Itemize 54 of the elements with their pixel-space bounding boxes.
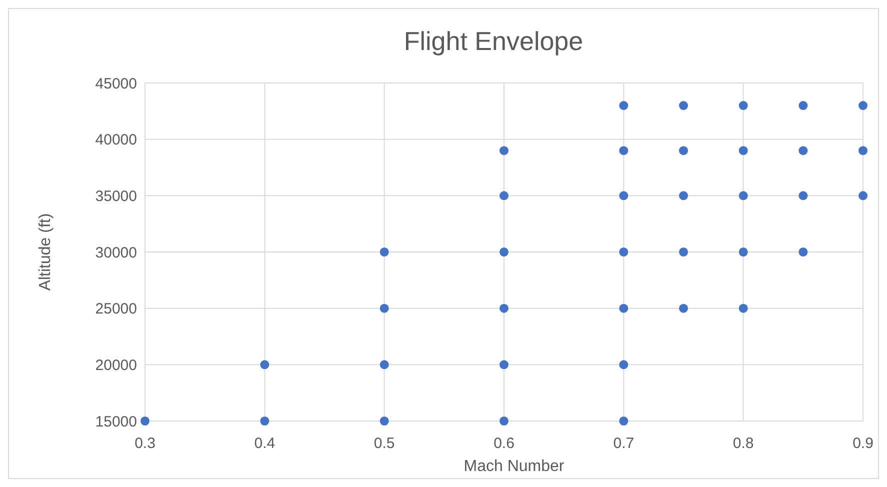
- chart-title: Flight Envelope: [404, 26, 584, 56]
- x-tick-label: 0.3: [134, 435, 156, 452]
- y-axis-title: Altitude (ft): [37, 213, 54, 291]
- point: [858, 101, 868, 110]
- x-tick-label: 0.5: [374, 435, 395, 452]
- point: [619, 101, 628, 110]
- point: [678, 101, 688, 110]
- point: [140, 416, 150, 426]
- point: [499, 191, 509, 200]
- point: [619, 191, 628, 200]
- point: [678, 191, 688, 200]
- point: [738, 146, 748, 156]
- point: [499, 146, 509, 156]
- y-tick-label: 15000: [95, 413, 137, 430]
- point: [678, 304, 688, 313]
- point: [619, 416, 628, 426]
- point: [499, 360, 509, 370]
- point: [798, 247, 808, 257]
- point: [380, 416, 389, 426]
- x-tick-label: 0.9: [852, 435, 874, 452]
- point: [619, 146, 628, 156]
- y-tick-label: 35000: [95, 188, 137, 205]
- y-tick-label: 45000: [95, 75, 137, 92]
- x-axis-title: Mach Number: [464, 458, 565, 475]
- point: [858, 146, 868, 156]
- point: [499, 247, 509, 257]
- point: [619, 304, 628, 313]
- point: [499, 304, 509, 313]
- point: [798, 191, 808, 200]
- point: [678, 146, 688, 156]
- point: [260, 416, 270, 426]
- point: [678, 247, 688, 257]
- y-tick-label: 25000: [95, 300, 137, 318]
- point: [858, 191, 868, 200]
- point: [738, 304, 748, 313]
- x-tick-label: 0.4: [254, 435, 276, 452]
- point: [738, 191, 748, 200]
- point: [798, 146, 808, 156]
- point: [738, 247, 748, 257]
- y-tick-label: 30000: [95, 244, 137, 262]
- point: [380, 360, 389, 370]
- point: [619, 247, 628, 257]
- point: [738, 101, 748, 110]
- point: [798, 101, 808, 110]
- x-tick-label: 0.8: [732, 435, 754, 452]
- point: [380, 247, 389, 257]
- point: [499, 416, 509, 426]
- x-tick-label: 0.7: [613, 435, 634, 452]
- point: [619, 360, 628, 370]
- x-tick-label: 0.6: [494, 435, 514, 452]
- y-tick-label: 20000: [95, 356, 137, 374]
- point: [260, 360, 270, 370]
- point: [380, 304, 389, 313]
- y-tick-label: 40000: [95, 132, 137, 149]
